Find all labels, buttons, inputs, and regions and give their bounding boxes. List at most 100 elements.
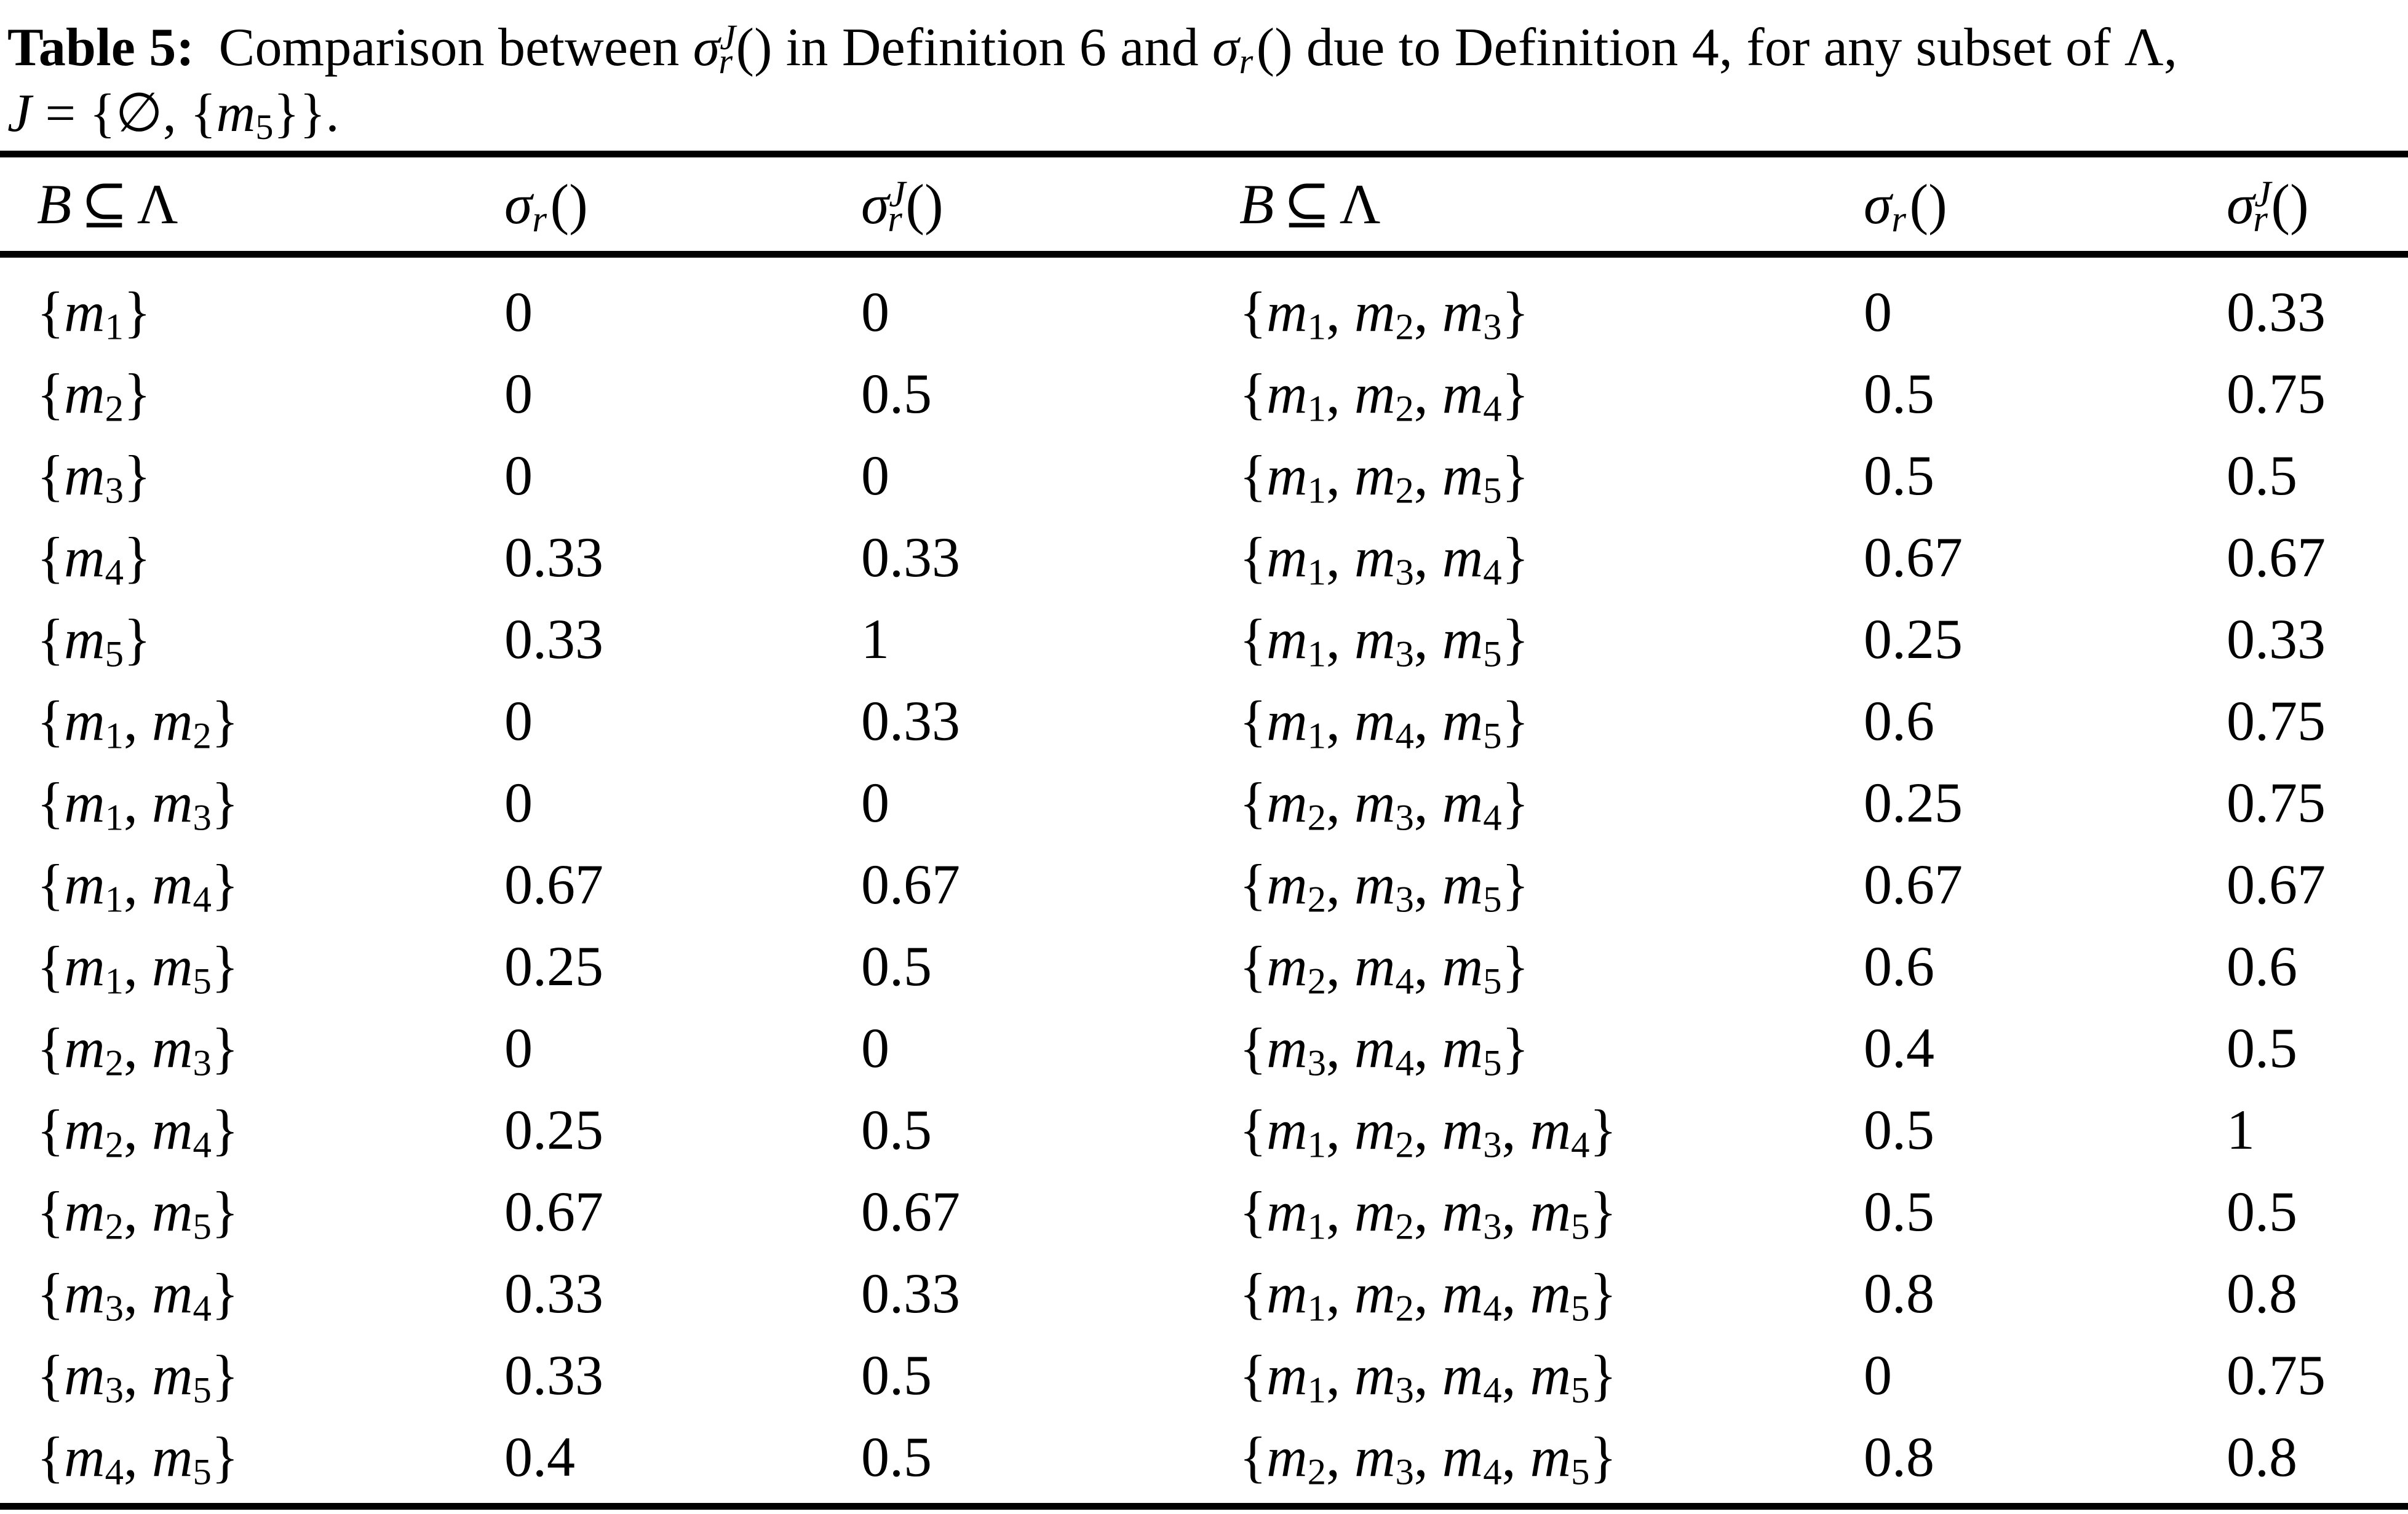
sigma-r-notation: σr() xyxy=(1212,18,1293,81)
set-cell: {m3} xyxy=(37,444,151,512)
sigma-rj-value: 0.67 xyxy=(861,1180,960,1243)
sigma-rj-value: 0.33 xyxy=(2227,608,2326,671)
sigma-r-value: 0.67 xyxy=(504,853,603,916)
set-cell: {m1, m2} xyxy=(37,689,239,757)
sigma-rj-value: 0 xyxy=(861,771,889,834)
sigma-r-value: 0.33 xyxy=(504,526,603,589)
subscript-index: 5 xyxy=(1483,1042,1502,1084)
mid-rule xyxy=(0,250,2408,258)
subscript-index: 4 xyxy=(1395,715,1414,757)
subscript-index: 5 xyxy=(193,1369,212,1411)
sigma-rj-value: 1 xyxy=(2227,1098,2255,1162)
subset-symbol: ⊆ xyxy=(80,172,129,236)
superscript-J: J xyxy=(720,17,736,57)
set-cell: {m2} xyxy=(37,362,151,430)
sigma-rj-value: 0.75 xyxy=(2227,771,2326,834)
set-cell: {m1, m3, m4, m5} xyxy=(1239,1344,1617,1411)
top-rule xyxy=(0,150,2408,157)
subscript-index: 2 xyxy=(1395,306,1414,348)
subscript-index: 2 xyxy=(1307,879,1326,921)
sigma-rj-value: 0.67 xyxy=(861,853,960,916)
subscript-index: 4 xyxy=(1483,1451,1502,1493)
parens: () xyxy=(550,172,588,236)
subscript-index: 2 xyxy=(1395,470,1414,512)
set-cell: {m1, m2, m3, m4} xyxy=(1239,1098,1617,1166)
set-cell: {m1, m2, m5} xyxy=(1239,444,1529,512)
parens: () xyxy=(736,18,773,77)
set-cell: {m1} xyxy=(37,280,151,348)
sigma-r-value: 0.8 xyxy=(1864,1425,1934,1489)
sigma-r-value: 0 xyxy=(504,444,533,507)
set-cell: {m1, m3, m4} xyxy=(1239,526,1529,593)
sigma-rj-value: 0.33 xyxy=(2227,280,2326,344)
subscript-index: 4 xyxy=(1571,1124,1590,1166)
subscript-r: r xyxy=(888,199,902,240)
sigma-rj-value: 0 xyxy=(861,444,889,507)
subscript-index: 3 xyxy=(193,797,212,839)
subscript-index: 2 xyxy=(1307,797,1326,839)
subscript-index: 4 xyxy=(1483,1369,1502,1411)
table-body: {m1} 0 0 {m1, m2, m3} 0 0.33 {m2} 0 0.5 {m1, m2, … xyxy=(0,258,2408,1503)
subscript-index: 5 xyxy=(193,1451,212,1493)
col-header-sigma-r-right: σr() xyxy=(1864,172,1947,240)
caption-text: Comparison between σJr() in Definition 6… xyxy=(7,17,2178,148)
subscript-index: 2 xyxy=(1307,1451,1326,1493)
subscript-index: 2 xyxy=(105,1206,124,1248)
var-B: B xyxy=(37,172,72,236)
set-cell: {m3, m4} xyxy=(37,1262,239,1330)
subscript-index: 2 xyxy=(1395,1206,1414,1248)
subscript-index: 3 xyxy=(1395,1369,1414,1411)
subscript-index: 3 xyxy=(193,1042,212,1084)
set-cell: {m1, m3, m5} xyxy=(1239,608,1529,675)
sigma-rj-value: 1 xyxy=(861,608,889,671)
subscript-index: 3 xyxy=(1483,1124,1502,1166)
sigma-rj-value: 0.67 xyxy=(2227,526,2326,589)
sigma-r-value: 0 xyxy=(504,1017,533,1080)
set-cell: {m3, m4, m5} xyxy=(1239,1017,1529,1084)
set-cell: {m5} xyxy=(37,608,151,675)
parens: () xyxy=(1909,172,1947,236)
var-B: B xyxy=(1239,172,1274,236)
subscript-r: r xyxy=(2253,199,2268,240)
subscript-index: 4 xyxy=(193,1288,212,1330)
sigma-rj-value: 0.5 xyxy=(861,1425,932,1489)
parens: () xyxy=(2271,172,2309,236)
sigma-rj-value: 0.5 xyxy=(861,1344,932,1407)
subscript-index: 1 xyxy=(105,306,124,348)
subscript-index: 1 xyxy=(1307,470,1326,512)
sigma-r-value: 0.8 xyxy=(1864,1262,1934,1325)
superscript-J: J xyxy=(2254,173,2271,215)
subscript-index: 4 xyxy=(1395,1042,1414,1084)
col-header-set-left: B ⊆ Λ xyxy=(37,176,504,232)
set-cell: {m1, m2, m4, m5} xyxy=(1239,1262,1617,1330)
sigma-r-value: 0 xyxy=(504,689,533,753)
sigma-rj-value: 0.33 xyxy=(861,526,960,589)
table-header: B ⊆ Λ σr() σJr() B ⊆ Λ σr() σJr() xyxy=(0,157,2408,251)
sigma-r-value: 0.5 xyxy=(1864,444,1934,507)
subscript-index: 1 xyxy=(1307,1206,1326,1248)
sigma-r-value: 0.6 xyxy=(1864,689,1934,753)
sigma-rj-value: 0.5 xyxy=(861,1098,932,1162)
subscript-index: 2 xyxy=(193,715,212,757)
sigma-rj-value: 0.5 xyxy=(2227,444,2297,507)
set-cell: {m1, m5} xyxy=(37,935,239,1002)
parens: () xyxy=(1256,18,1293,77)
set-cell: {m2, m4} xyxy=(37,1098,239,1166)
sigma-rj-value: 0 xyxy=(861,280,889,344)
sigma-rj-value: 0.8 xyxy=(2227,1425,2297,1489)
bottom-rule xyxy=(0,1502,2408,1510)
subscript-index: 5 xyxy=(1571,1206,1590,1248)
subscript-index: 2 xyxy=(105,1124,124,1166)
sigma-rj-value: 0.5 xyxy=(861,362,932,426)
sigma-r-value: 0.33 xyxy=(504,608,603,671)
sigma-r-value: 0.5 xyxy=(1864,1180,1934,1243)
subscript-index: 3 xyxy=(1483,1206,1502,1248)
set-cell: {m3, m5} xyxy=(37,1344,239,1411)
sigma-rj-value: 0.75 xyxy=(2227,362,2326,426)
subscript-index: 5 xyxy=(1483,470,1502,512)
set-cell: {m4} xyxy=(37,526,151,593)
subscript-r: r xyxy=(532,199,547,240)
subscript-index: 2 xyxy=(1395,1288,1414,1330)
sigma-r-value: 0 xyxy=(1864,280,1892,344)
subscript-index: 4 xyxy=(193,1124,212,1166)
